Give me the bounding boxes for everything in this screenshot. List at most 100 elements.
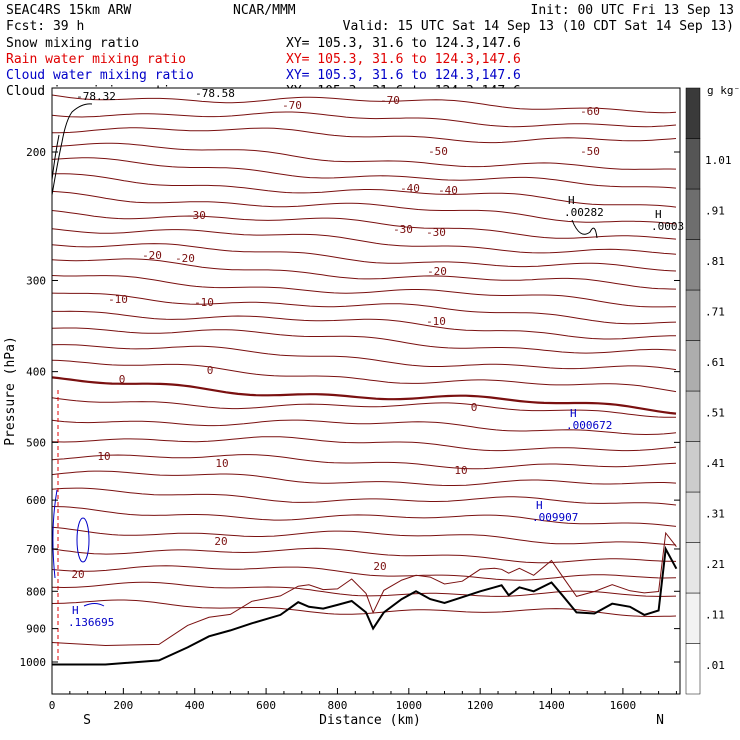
isotherm	[51, 94, 677, 114]
x-tick-label: 600	[256, 699, 276, 712]
y-axis-label: Pressure (hPa)	[3, 336, 18, 446]
colorbar-label: .11	[705, 608, 725, 621]
colorbar-label: .41	[705, 457, 725, 470]
colorbar-label: 1.01	[705, 154, 732, 167]
field-xy-cloud-water: XY= 105.3, 31.6 to 124.3,147.6	[286, 68, 521, 83]
y-tick-label: 1000	[20, 656, 47, 669]
colorbar-segment	[685, 239, 701, 291]
temperature-label: -40	[400, 182, 420, 195]
plot-area	[52, 88, 680, 694]
y-tick-label: 800	[26, 585, 46, 598]
colorbar-segment	[685, 188, 701, 240]
isotherm	[51, 275, 677, 308]
isotherm	[51, 228, 677, 255]
temperature-label: -60	[580, 105, 600, 118]
cloud-water-contour-small	[83, 603, 105, 607]
temperature-label: -78.58	[195, 87, 235, 100]
y-tick-label: 400	[26, 366, 46, 379]
temperature-label: 0	[119, 373, 126, 386]
maximum-value: .0003	[651, 220, 684, 233]
maximum-mark: H	[72, 604, 79, 617]
temperature-label: -50	[428, 145, 448, 158]
temperature-label: -70	[282, 99, 302, 112]
cloud-ice-contour-2	[51, 134, 60, 181]
temperature-label: 10	[454, 464, 467, 477]
temperature-label: -20	[142, 249, 162, 262]
x-tick-label: 1400	[538, 699, 565, 712]
maximum-mark: H	[570, 407, 577, 420]
field-xy-rain: XY= 105.3, 31.6 to 124.3,147.6	[286, 52, 521, 67]
isotherm	[51, 547, 677, 564]
contour-labels: -78.32 -78.58-70 -70-60-50 -50-40 -40-30-30-…	[68, 87, 684, 629]
isotherm	[51, 173, 677, 208]
plot-frame	[51, 87, 681, 695]
x-tick-label: 200	[113, 699, 133, 712]
x-tick-label: 1200	[467, 699, 494, 712]
maximum-mark: H	[536, 499, 543, 512]
colorbar-segment	[685, 542, 701, 594]
isotherm	[51, 258, 677, 290]
isotherm	[51, 526, 677, 546]
temperature-label: -40	[438, 184, 458, 197]
cloud-water-contour	[76, 517, 90, 563]
temperature-label: 10	[215, 457, 228, 470]
end-label-north: N	[656, 713, 664, 728]
valid-time: Valid: 15 UTC Sat 14 Sep 13 (10 CDT Sat …	[343, 19, 734, 34]
isotherm	[52, 310, 676, 340]
y-tick-label: 700	[26, 543, 46, 556]
forecast-hour: Fcst: 39 h	[6, 19, 84, 34]
temperature-label: -20	[427, 265, 447, 278]
colorbar-segment	[685, 289, 701, 341]
y-tick-label: 600	[26, 494, 46, 507]
colorbar-segment	[685, 340, 701, 392]
y-tick-label: 200	[26, 146, 46, 159]
colorbar-unit: g kg⁻¹	[707, 84, 740, 97]
temperature-contours	[51, 94, 677, 618]
isotherm	[51, 436, 677, 452]
temperature-label: -10	[194, 296, 214, 309]
maximum-value: .136695	[68, 616, 114, 629]
isotherm	[51, 470, 677, 486]
x-axis-label: Distance (km)	[319, 713, 421, 728]
isotherm	[51, 581, 677, 597]
end-label-south: S	[83, 713, 91, 728]
isotherm	[52, 127, 677, 144]
colorbar: .01 .11 .21 .31 .41 .51 .61 .71 .81 .91 1.01	[685, 87, 732, 695]
isotherm	[51, 506, 677, 527]
y-tick-label: 900	[26, 623, 46, 636]
colorbar-segment	[685, 592, 701, 644]
maximum-mark: H	[568, 194, 575, 207]
isotherm	[51, 157, 677, 189]
isotherm	[51, 344, 677, 371]
isotherm	[51, 487, 677, 506]
near-surface-contour	[51, 531, 677, 647]
isotherm	[51, 327, 677, 354]
x-tick-label: 800	[328, 699, 348, 712]
x-tick-label: 0	[49, 699, 56, 712]
temperature-label: 20	[373, 560, 386, 573]
isotherm	[51, 359, 677, 393]
temperature-label: -50	[580, 145, 600, 158]
snow-contour	[571, 219, 598, 239]
x-tick-label: 1600	[610, 699, 637, 712]
colorbar-segment	[685, 441, 701, 493]
temperature-label: 10	[97, 450, 110, 463]
model-title: SEAC4RS 15km ARW	[6, 3, 131, 18]
y-tick-label: 500	[26, 436, 46, 449]
colorbar-label: .91	[705, 204, 725, 217]
temperature-label: 0	[471, 401, 478, 414]
isotherm	[51, 243, 677, 272]
temperature-label: 0	[207, 364, 214, 377]
temperature-label: -78.32	[76, 90, 116, 103]
temperature-label: -10	[426, 315, 446, 328]
center-label: NCAR/MMM	[233, 3, 296, 18]
isotherm	[51, 142, 677, 170]
isotherm	[51, 599, 677, 618]
colorbar-label: .31	[705, 507, 725, 520]
x-tick-label: 1000	[396, 699, 423, 712]
maximum-value: .00282	[564, 206, 604, 219]
x-tick-label: 400	[185, 699, 205, 712]
colorbar-segment	[685, 138, 701, 190]
